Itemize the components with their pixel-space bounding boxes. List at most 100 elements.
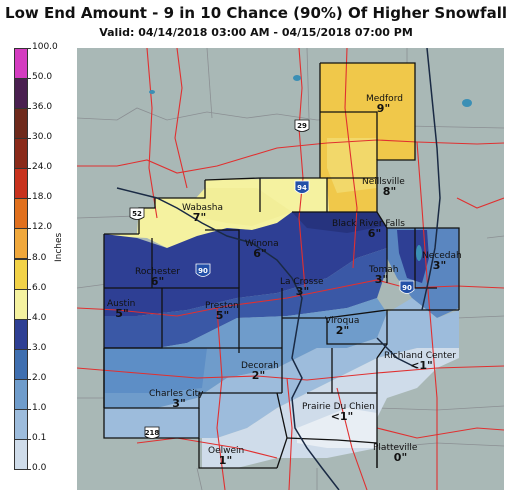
interstate-shield: 94 <box>294 180 310 194</box>
highway-shield-number: 94 <box>297 184 307 192</box>
legend-bin <box>14 228 28 260</box>
city-forecast-label: Richland Center<1" <box>384 351 456 372</box>
snowfall-value: 3" <box>433 259 446 272</box>
snowfall-value: 3" <box>375 273 388 286</box>
legend-tick-mark <box>28 78 31 80</box>
city-name: Viroqua <box>325 316 359 326</box>
legend-tick-mark <box>28 228 31 230</box>
legend-tick-label: 4.0 <box>32 312 47 323</box>
city-name: Austin <box>107 299 135 309</box>
legend-tick-label: 36.0 <box>32 102 53 113</box>
snowfall-value: 3" <box>172 397 185 410</box>
legend-tick-mark <box>28 318 31 320</box>
legend-bin <box>14 258 28 290</box>
legend-bin <box>14 138 28 170</box>
legend-bin <box>14 348 28 380</box>
color-legend <box>14 48 28 470</box>
city-name: Tomah <box>368 265 398 275</box>
legend-tick-label: 2.0 <box>32 372 47 383</box>
legend-tick-label: 0.0 <box>32 463 47 473</box>
us-highway-shield: 218 <box>144 426 160 439</box>
legend-tick-mark <box>28 198 31 200</box>
city-name: La Crosse <box>280 277 324 287</box>
us-highway-shield: 52 <box>129 207 145 220</box>
legend-bin <box>14 408 28 440</box>
legend-bin <box>14 108 28 140</box>
city-forecast-label: Prairie Du Chien<1" <box>302 402 375 423</box>
snowfall-value: <1" <box>331 410 354 423</box>
interstate-shield: 90 <box>195 263 211 277</box>
legend-tick-label: 30.0 <box>32 132 53 143</box>
legend-tick-label: 24.0 <box>32 162 53 173</box>
city-name: Platteville <box>373 443 418 453</box>
legend-tick-mark <box>28 258 31 260</box>
highway-shield-number: 90 <box>198 267 208 275</box>
city-name: Richland Center <box>384 351 456 361</box>
interstate-shield: 90 <box>399 280 415 294</box>
legend-tick-mark <box>28 288 31 290</box>
city-name: Prairie Du Chien <box>302 402 375 412</box>
highway-shields: 29 94 52 90 90 218 <box>129 119 415 439</box>
city-name: Neillsville <box>362 177 405 187</box>
snowfall-value: 1" <box>219 454 232 467</box>
legend-tick-label: 18.0 <box>32 192 53 203</box>
legend-bin <box>14 78 28 110</box>
legend-bin <box>14 48 28 80</box>
snowfall-value: 3" <box>296 285 309 298</box>
us-highway-shield: 29 <box>294 119 310 132</box>
snowfall-value: 2" <box>252 369 265 382</box>
legend-tick-mark <box>28 438 31 440</box>
city-name: Decorah <box>241 361 279 371</box>
city-name: Wabasha <box>182 203 223 213</box>
highway-shield-number: 218 <box>145 429 160 437</box>
city-name: Black River Falls <box>332 219 405 229</box>
city-name: Oelwein <box>208 446 244 456</box>
snowfall-value: <1" <box>410 359 433 372</box>
lakes <box>149 75 472 261</box>
legend-tick-label: 1.0 <box>32 402 47 413</box>
highway-shield-number: 90 <box>402 284 412 292</box>
snowfall-value: 9" <box>377 102 390 115</box>
legend-tick-label: 0.1 <box>32 432 47 443</box>
city-name: Necedah <box>422 251 462 261</box>
legend-tick-mark <box>28 469 31 470</box>
snowfall-value: 7" <box>193 211 206 224</box>
legend-tick-label: 6.0 <box>32 282 47 293</box>
legend-tick-mark <box>28 408 31 410</box>
highway-shield-number: 52 <box>132 210 142 218</box>
legend-bin <box>14 168 28 200</box>
legend-bin <box>14 378 28 410</box>
snowfall-value: 0" <box>394 451 407 464</box>
legend-tick-label: 3.0 <box>32 342 47 353</box>
legend-bin <box>14 288 28 320</box>
snowfall-value: 2" <box>336 324 349 337</box>
legend-tick-mark <box>28 108 31 110</box>
city-name: Charles City <box>149 389 204 399</box>
city-name: Winona <box>245 239 279 249</box>
city-name: Preston <box>205 301 239 311</box>
legend-tick-label: 50.0 <box>32 72 53 83</box>
legend-bin <box>14 318 28 350</box>
highway-lines <box>77 48 504 490</box>
legend-tick-mark <box>28 348 31 350</box>
legend-tick-label: 8.0 <box>32 252 47 263</box>
map-title: Low End Amount - 9 in 10 Chance (90%) Of… <box>5 4 507 22</box>
snowfall-value: 5" <box>115 307 128 320</box>
snowfall-value: 8" <box>383 185 396 198</box>
legend-tick-label: 100.0 <box>32 42 58 52</box>
legend-unit-label: Inches <box>54 232 64 262</box>
snowfall-value: 5" <box>216 309 229 322</box>
legend-tick-mark <box>28 138 31 140</box>
